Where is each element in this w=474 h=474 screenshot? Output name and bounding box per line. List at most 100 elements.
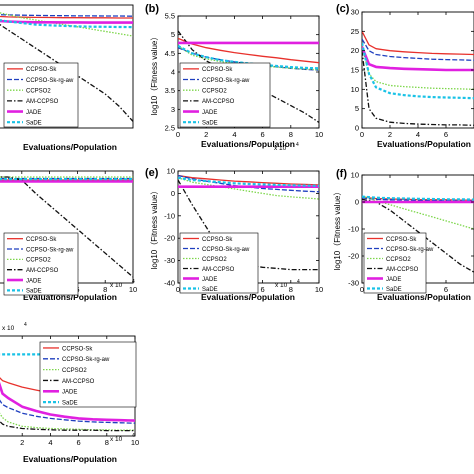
y-tick-label: -10 — [164, 211, 175, 220]
legend-entry: JADE — [386, 277, 401, 283]
legend: CCPSO-Sk CCPSO-Sk-rg-aw CCPSO2 AM-CCPSO JADE… — [179, 232, 259, 294]
series-line-sade — [178, 176, 319, 187]
panel-label: (b) — [145, 3, 159, 15]
series-line-ccpso2 — [362, 46, 474, 90]
y-tick-label: -10 — [348, 225, 359, 234]
series-line-am-ccpso — [0, 420, 135, 432]
legend-entry: SaDE — [26, 289, 42, 295]
legend-entry: CCPSO-Sk-rg-aw — [386, 247, 434, 253]
x-tick-label: 6 — [444, 285, 448, 294]
x-exponent-power: 4 — [297, 279, 300, 285]
x-tick-label: 10 — [129, 285, 137, 294]
x-exponent-power: 4 — [132, 279, 135, 285]
legend-entry: CCPSO-Sk — [26, 67, 57, 73]
x-tick-label: 10 — [131, 438, 139, 447]
legend-entry: CCPSO2 — [62, 368, 87, 374]
legend-entry: AM-CCPSO — [202, 267, 235, 273]
legend-entry: JADE — [26, 110, 41, 116]
y-tick-label: 10 — [351, 85, 359, 94]
panel-b: 0 2 4 6 8 10 2.5 3 3.5 4 4.5 5 5.5 Evaluations/Popula… — [145, 3, 323, 152]
x-axis-label: Evaluations/Population — [377, 292, 471, 302]
legend-entry: CCPSO-Sk-rg-aw — [202, 78, 250, 84]
y-tick-label: 5 — [171, 30, 175, 39]
x-tick-label: 8 — [289, 285, 293, 294]
x-tick-label: 6 — [261, 285, 265, 294]
y-exponent-power: 4 — [24, 322, 27, 328]
series-line-sade — [0, 353, 135, 356]
legend-box — [39, 341, 137, 408]
panel-e: 0246810-40-30-20-10010Evaluations/Popula… — [145, 167, 323, 303]
series-lines — [178, 30, 319, 123]
legend-entry: JADE — [202, 110, 217, 116]
y-tick-label: 25 — [351, 27, 359, 36]
x-tick-label: 6 — [77, 438, 81, 447]
legend-entry: CCPSO2 — [26, 258, 51, 264]
y-tick-label: 30 — [351, 8, 359, 17]
legend-entry: AM-CCPSO — [202, 99, 235, 105]
x-tick-label: 4 — [416, 130, 420, 139]
legend-box — [363, 232, 427, 294]
y-tick-label: 10 — [351, 171, 359, 180]
series-lines — [178, 174, 319, 271]
panel-label: (e) — [145, 167, 159, 179]
legend-entry: AM-CCPSO — [26, 268, 59, 274]
legend: CCPSO-Sk CCPSO-Sk-rg-aw CCPSO2 AM-CCPSO JADE… — [363, 232, 434, 294]
legend-box — [179, 232, 259, 294]
x-axis-label: Evaluations/Population — [201, 292, 295, 302]
panel-label: (f) — [336, 168, 347, 180]
y-tick-label: 4 — [171, 68, 175, 77]
legend-entry: CCPSO2 — [202, 257, 227, 263]
x-tick-label: 4 — [232, 130, 236, 139]
series-line-am-ccpso — [178, 30, 319, 123]
y-tick-label: 15 — [351, 66, 359, 75]
legend-box — [3, 62, 79, 128]
series-line-am-ccpso — [0, 176, 133, 278]
series-line-sade — [362, 42, 474, 100]
y-tick-label: -30 — [348, 279, 359, 288]
series-line-jade — [362, 46, 474, 72]
legend-entry: AM-CCPSO — [26, 99, 59, 105]
legend-box — [3, 232, 79, 296]
series-line-ccpso-sk — [362, 31, 474, 56]
y-tick-label: -40 — [164, 279, 175, 288]
legend-entry: CCPSO-Sk — [202, 237, 233, 243]
legend-entry: AM-CCPSO — [386, 267, 419, 273]
series-line-ccpso2 — [178, 45, 319, 71]
legend-entry: CCPSO2 — [202, 89, 227, 95]
y-tick-label: 2.5 — [165, 124, 175, 133]
legend-entry: SaDE — [62, 400, 78, 406]
x-tick-label: 2 — [388, 130, 392, 139]
legend-entry: JADE — [26, 278, 41, 284]
y-tick-label: 5 — [355, 104, 359, 113]
series-line-ccpso-sk — [0, 15, 133, 19]
legend-entry: CCPSO-Sk — [202, 67, 233, 73]
legend-entry: SaDE — [26, 121, 42, 127]
y-axis-label: log10（Fitness value） — [333, 188, 342, 271]
legend: CCPSO-Sk CCPSO-Sk-rg-aw CCPSO2 AM-CCPSO JADE… — [179, 62, 271, 128]
series-line-ccpso-sk-rg-aw — [0, 14, 133, 17]
series-line-jade — [0, 381, 135, 422]
legend-entry: CCPSO-Sk-rg-aw — [202, 247, 250, 253]
series-line-ccpso-sk-rg-aw — [362, 38, 474, 61]
x-exponent: x 10 — [274, 145, 287, 152]
legend-entry: CCPSO2 — [26, 89, 51, 95]
series-lines — [362, 195, 474, 273]
series-line-am-ccpso — [178, 179, 319, 271]
x-tick-label: 0 — [360, 285, 364, 294]
y-tick-label: 3.5 — [165, 86, 175, 95]
legend-entry: SaDE — [202, 121, 218, 127]
x-axis-label: Evaluations/Population — [377, 139, 471, 149]
legend-entry: CCPSO-Sk-rg-aw — [26, 247, 74, 253]
y-tick-label: 10 — [167, 167, 175, 176]
legend-entry: CCPSO-Sk-rg-aw — [62, 357, 110, 363]
x-tick-label: 0 — [176, 285, 180, 294]
series-line-ccpso2 — [362, 195, 474, 230]
panel-a: Evaluations/Population CCPSO-Sk CCPSO-Sk-r… — [0, 4, 134, 152]
y-tick-label: -20 — [164, 234, 175, 243]
x-exponent: x 10 — [110, 282, 123, 289]
legend-entry: SaDE — [386, 287, 402, 293]
x-axis-label: Evaluations/Population — [23, 292, 117, 302]
series-line-ccpso2 — [178, 177, 319, 200]
x-axis-label: Evaluations/Population — [23, 454, 117, 464]
series-line-sade — [178, 44, 319, 70]
